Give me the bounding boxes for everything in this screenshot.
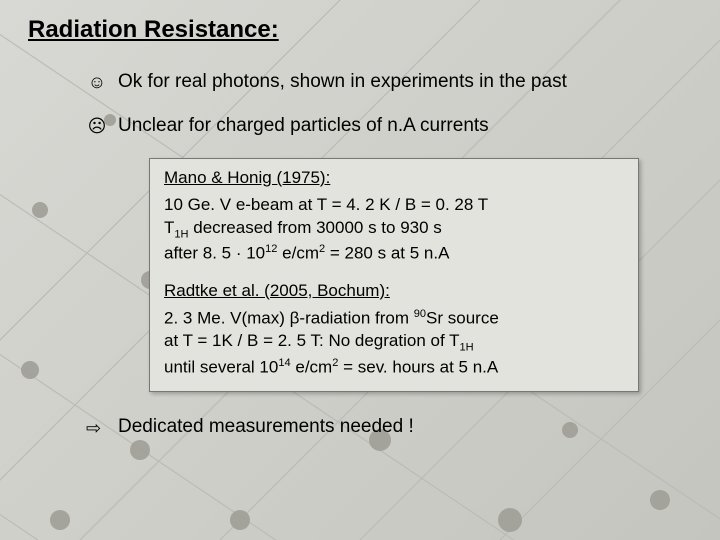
smile-icon: ☺ <box>86 70 108 94</box>
bullet-unclear-text: Unclear for charged particles of n.A cur… <box>108 114 489 138</box>
bullet-ok: ☺ Ok for real photons, shown in experime… <box>86 70 696 94</box>
slide-title: Radiation Resistance: <box>28 16 696 44</box>
reference-box: Mano & Honig (1975): 10 Ge. V e-beam at … <box>149 158 639 392</box>
slide: Radiation Resistance: ☺ Ok for real phot… <box>0 0 720 540</box>
conclusion: ⇨ Dedicated measurements needed ! <box>86 416 696 440</box>
ref1-heading: Mano & Honig (1975): <box>164 167 624 190</box>
arrow-icon: ⇨ <box>86 416 108 440</box>
bullet-unclear: ☹ Unclear for charged particles of n.A c… <box>86 114 696 138</box>
ref2-body: 2. 3 Me. V(max) β-radiation from 90Sr so… <box>164 307 624 379</box>
bullet-ok-text: Ok for real photons, shown in experiment… <box>108 70 567 94</box>
slide-content: Radiation Resistance: ☺ Ok for real phot… <box>0 0 720 540</box>
ref2-heading: Radtke et al. (2005, Bochum): <box>164 280 624 303</box>
frown-icon: ☹ <box>86 114 108 138</box>
conclusion-text: Dedicated measurements needed ! <box>108 416 414 438</box>
ref1-body: 10 Ge. V e-beam at T = 4. 2 K / B = 0. 2… <box>164 194 624 266</box>
